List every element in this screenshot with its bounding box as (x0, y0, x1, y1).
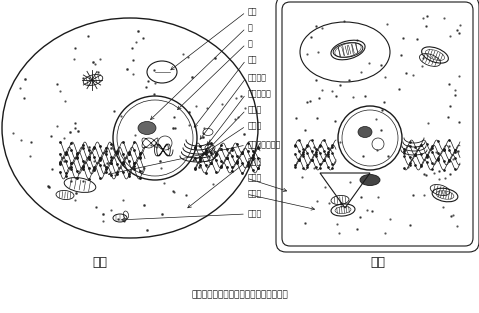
Text: 仁: 仁 (248, 23, 253, 33)
Text: 核: 核 (248, 39, 253, 49)
Text: 細胞壁: 細胞壁 (248, 173, 262, 182)
Text: 植物: 植物 (370, 255, 386, 269)
Ellipse shape (138, 121, 156, 135)
Text: 染色体: 染色体 (248, 121, 262, 131)
Text: 図１　動物細胞および植物細胞の模式図: 図１ 動物細胞および植物細胞の模式図 (192, 290, 288, 300)
Text: 動物: 動物 (92, 255, 107, 269)
Text: 小胞体: 小胞体 (248, 105, 262, 115)
Text: リボソーム: リボソーム (248, 90, 272, 99)
Text: 葉緑体: 葉緑体 (248, 189, 262, 198)
Text: 核膜: 核膜 (248, 55, 258, 64)
Text: 液胞: 液胞 (248, 8, 258, 17)
Text: 細胞膜: 細胞膜 (248, 157, 262, 167)
Text: 中心体: 中心体 (248, 209, 262, 218)
Text: ゴルジ体: ゴルジ体 (248, 74, 267, 83)
Ellipse shape (360, 175, 380, 186)
Text: ミトコンドリア: ミトコンドリア (248, 141, 281, 150)
Ellipse shape (358, 126, 372, 137)
